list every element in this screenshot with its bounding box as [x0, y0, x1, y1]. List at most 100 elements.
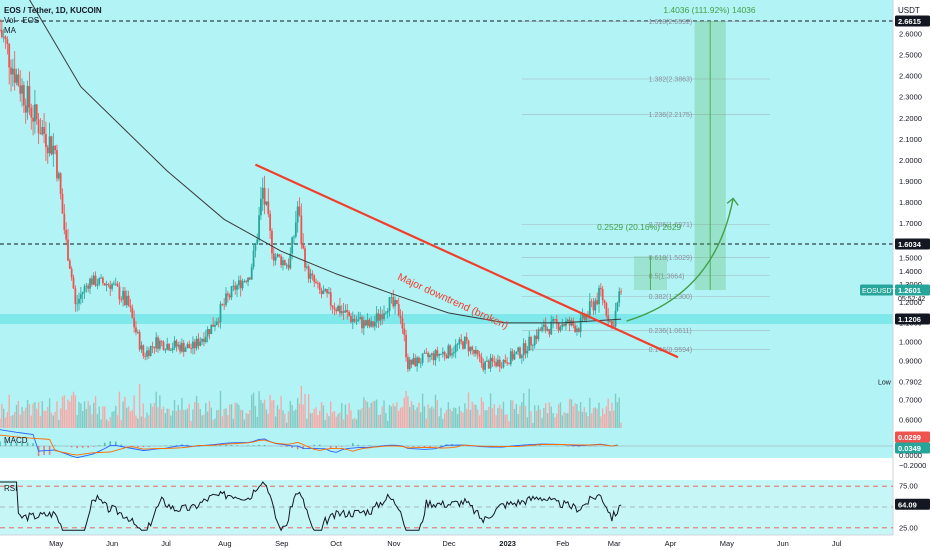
- candle-body: [96, 284, 99, 286]
- candle-body: [258, 215, 260, 240]
- candle-body: [519, 347, 521, 359]
- candle-body: [208, 329, 211, 335]
- ma-legend[interactable]: MA: [4, 26, 16, 35]
- volume-bar: [456, 414, 459, 428]
- candle-body: [513, 354, 516, 360]
- candle-body: [280, 256, 283, 266]
- volume-bar: [579, 402, 582, 428]
- time-tick-label: 2023: [499, 539, 516, 548]
- candle-body: [103, 283, 106, 286]
- candle-body: [35, 104, 38, 120]
- candle-body: [291, 237, 294, 254]
- volume-bar: [592, 407, 595, 428]
- volume-bar: [366, 402, 369, 428]
- volume-bar: [587, 416, 589, 428]
- candle-body: [201, 338, 204, 342]
- candle-body: [331, 305, 334, 308]
- volume-bar: [421, 393, 424, 428]
- candle-body: [254, 244, 257, 251]
- volume-bar: [556, 413, 558, 428]
- candle-body: [225, 293, 227, 305]
- candle-body: [138, 332, 141, 350]
- volume-bar: [113, 410, 115, 428]
- volume-bar: [260, 399, 262, 428]
- candle-body: [407, 357, 409, 370]
- last-price-tag: 1.2601: [898, 286, 921, 295]
- macd-histogram-bar: [429, 446, 431, 448]
- low-label: Low: [878, 380, 892, 387]
- price-tick-label: 2.2000: [899, 114, 922, 123]
- volume-bar: [140, 416, 143, 428]
- candle-body: [166, 343, 169, 350]
- candle-body: [107, 284, 110, 286]
- candle-body: [537, 329, 540, 340]
- candle-body: [520, 355, 523, 359]
- macd-histogram-bar: [340, 446, 343, 447]
- candle-body: [548, 329, 551, 335]
- volume-bar: [440, 407, 442, 428]
- volume-legend[interactable]: Vol · EOS: [4, 16, 40, 25]
- volume-bar: [214, 418, 216, 428]
- volume-bar: [320, 402, 323, 428]
- candle-body: [443, 351, 446, 356]
- volume-bar: [157, 407, 159, 428]
- volume-bar: [192, 409, 194, 428]
- support-zone: [0, 314, 893, 324]
- candle-body: [451, 353, 453, 356]
- volume-bar: [258, 391, 260, 428]
- volume-bar: [499, 404, 501, 428]
- volume-bar: [304, 393, 306, 428]
- candle-body: [179, 344, 181, 352]
- candle-body: [541, 326, 543, 331]
- volume-bar: [238, 404, 240, 428]
- volume-bar: [326, 413, 328, 428]
- volume-bar: [50, 412, 53, 428]
- macd-red-tag-bg: [895, 431, 930, 443]
- volume-bar: [311, 412, 314, 428]
- volume-bar: [473, 404, 475, 428]
- volume-bar: [203, 414, 205, 428]
- volume-bar: [522, 393, 525, 428]
- volume-bar: [175, 410, 178, 428]
- volume-bar: [574, 403, 576, 428]
- candle-body: [383, 313, 385, 320]
- symbol-title[interactable]: EOS / Tether, 1D, KUCOIN: [4, 6, 102, 15]
- volume-bar: [401, 406, 404, 428]
- rsi-line: [0, 481, 622, 532]
- volume-bar: [100, 419, 102, 428]
- macd-histogram-bar: [54, 445, 56, 446]
- volume-bar: [221, 416, 224, 428]
- candle-body: [157, 337, 159, 349]
- candle-body: [177, 344, 180, 347]
- candle-body: [394, 300, 396, 307]
- volume-bar: [528, 388, 530, 428]
- volume-bar: [58, 419, 60, 428]
- candle-body: [269, 213, 272, 231]
- macd-histogram-bar: [263, 444, 266, 446]
- volume-bar: [127, 406, 130, 428]
- candle-body: [50, 136, 53, 155]
- volume-bar: [45, 410, 47, 428]
- volume-bar: [256, 416, 258, 428]
- candle-body: [83, 286, 86, 293]
- candle-body: [74, 288, 77, 304]
- volume-bar: [480, 397, 483, 428]
- candle-body: [21, 85, 23, 94]
- volume-bar: [414, 410, 416, 428]
- candle-body: [43, 127, 45, 135]
- candle-body: [408, 359, 411, 370]
- candle-body: [304, 248, 306, 268]
- volume-bar: [111, 411, 113, 428]
- candle-body: [236, 285, 238, 290]
- candle-body: [616, 302, 619, 311]
- volume-bar: [348, 403, 350, 428]
- volume-bar: [15, 404, 18, 428]
- candle-body: [469, 346, 472, 352]
- volume-bar: [383, 400, 385, 428]
- candle-body: [203, 338, 205, 342]
- volume-bar: [43, 410, 45, 428]
- volume-bar: [300, 385, 303, 428]
- candle-body: [344, 310, 347, 313]
- price-tick-label: 1.0000: [899, 337, 922, 346]
